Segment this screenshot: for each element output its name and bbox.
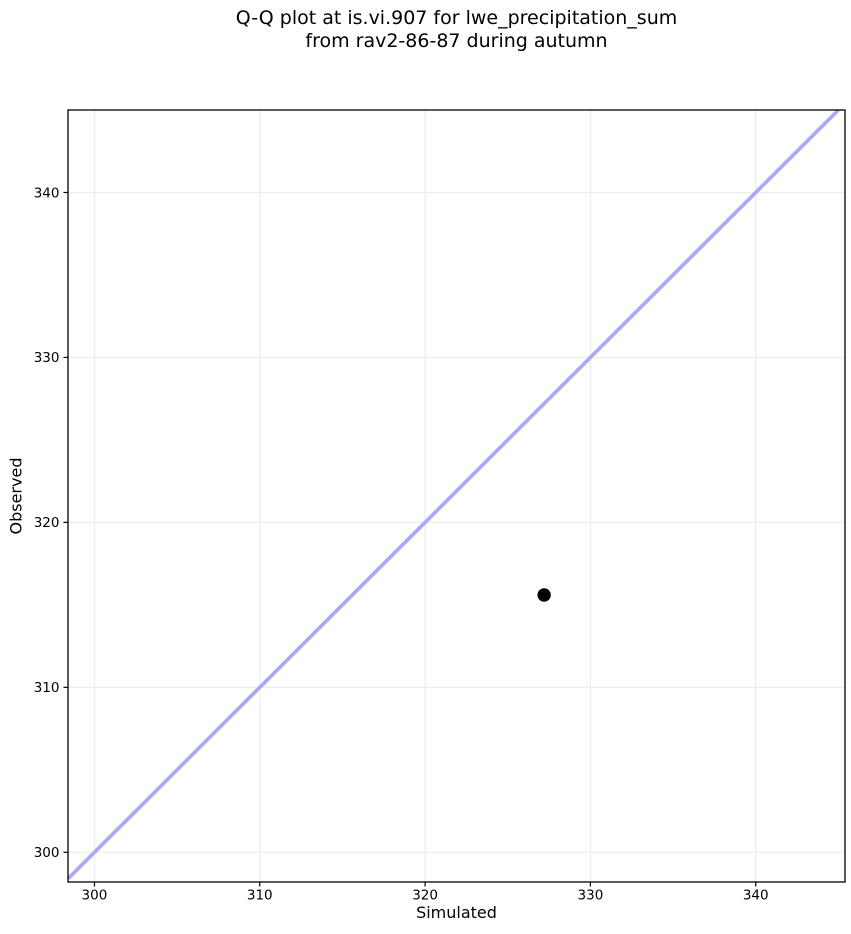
x-tick-label: 340 — [743, 888, 769, 904]
x-tick-label: 300 — [82, 888, 108, 904]
x-tick-label: 320 — [412, 888, 438, 904]
plot-border — [67, 109, 846, 883]
x-tick-label: 330 — [578, 888, 604, 904]
chart-title: Q-Q plot at is.vi.907 for lwe_precipitat… — [235, 7, 678, 52]
y-tick-label: 330 — [34, 350, 60, 366]
y-tick-label: 340 — [34, 185, 60, 201]
data-point — [537, 588, 551, 602]
y-tick-label: 320 — [34, 515, 60, 531]
x-tick-label: 310 — [247, 888, 273, 904]
x-axis-label: Simulated — [416, 903, 497, 922]
y-tick-label: 300 — [34, 845, 60, 861]
identity-line — [66, 108, 840, 881]
y-tick-label: 310 — [34, 680, 60, 696]
y-axis-label: Observed — [6, 457, 26, 535]
